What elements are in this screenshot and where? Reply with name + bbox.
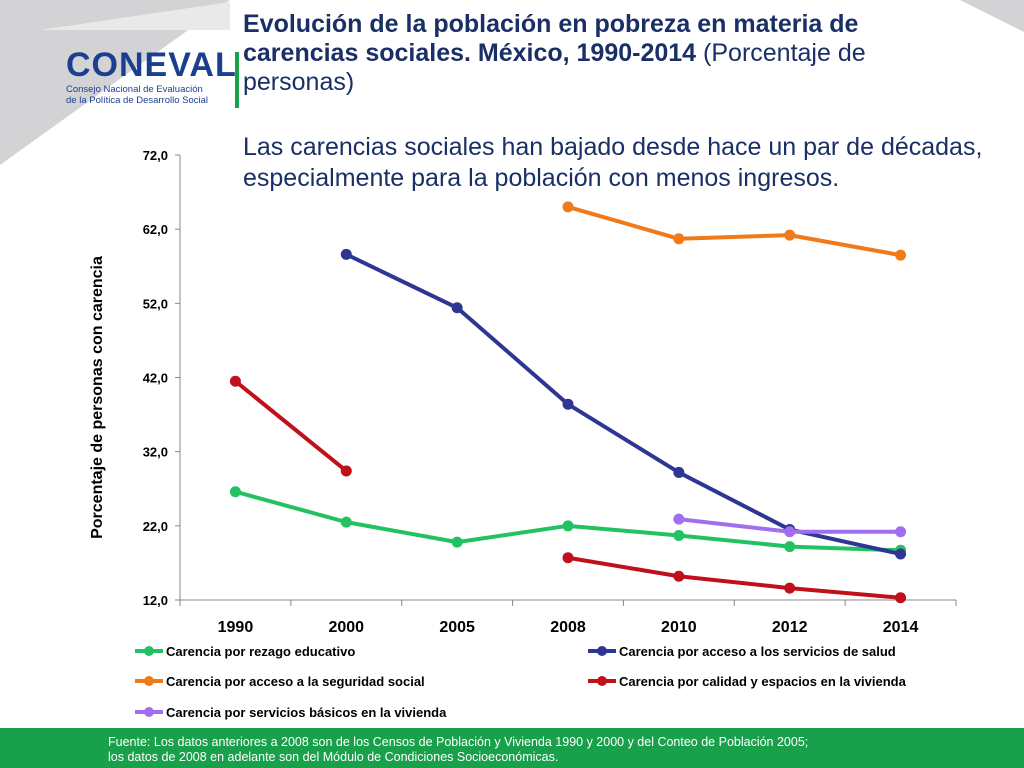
data-point xyxy=(451,302,463,314)
data-point xyxy=(340,248,352,260)
y-tick-label: 22,0 xyxy=(143,519,168,534)
y-tick-label: 12,0 xyxy=(143,593,168,608)
logo-tagline-line2: de la Política de Desarrollo Social xyxy=(66,95,209,106)
coneval-logo: CONEVAL Consejo Nacional de Evaluación d… xyxy=(66,46,237,106)
data-point xyxy=(784,229,796,241)
series-line xyxy=(567,555,901,600)
x-tick-label: 2005 xyxy=(439,619,475,636)
legend-label: Carencia por servicios básicos en la viv… xyxy=(166,705,447,720)
series-group xyxy=(673,513,907,538)
page-subtitle: Las carencias sociales han bajado desde … xyxy=(243,133,983,192)
chart-axes: 12,0 22,0 32,0 42,0 52,0 62,0 72,0 1990 2000 2005… xyxy=(89,148,957,636)
data-point xyxy=(895,249,907,261)
data-point xyxy=(784,541,796,553)
data-point xyxy=(895,548,907,560)
legend-label: Carencia por rezago educativo xyxy=(166,644,355,659)
data-point xyxy=(673,233,685,245)
y-tick-label: 32,0 xyxy=(143,445,168,460)
x-tick-label: 1990 xyxy=(218,619,254,636)
data-point xyxy=(784,582,796,594)
line-chart: 12,0 22,0 32,0 42,0 52,0 62,0 72,0 1990 2000 2005… xyxy=(89,148,957,720)
y-axis-title: Porcentaje de personas con carencia xyxy=(89,256,106,539)
legend-item: Carencia por acceso a los servicios de s… xyxy=(588,644,896,659)
data-point xyxy=(229,486,241,498)
data-point xyxy=(562,552,574,564)
data-point xyxy=(340,516,352,528)
legend-swatch-marker xyxy=(144,707,154,717)
page-title-unit: (Porcentaje de personas) xyxy=(243,39,866,96)
series-line xyxy=(345,252,902,556)
legend-label: Carencia por calidad y espacios en la vi… xyxy=(619,674,907,689)
legend-swatch-marker xyxy=(597,676,607,686)
series-line xyxy=(234,379,348,473)
data-point xyxy=(673,529,685,541)
legend-item: Carencia por calidad y espacios en la vi… xyxy=(588,674,907,689)
data-point xyxy=(562,201,574,213)
series-group xyxy=(229,375,907,604)
page-title: Evolución de la población en pobreza en … xyxy=(243,10,943,97)
data-point xyxy=(673,466,685,478)
logo-tagline-line1: Consejo Nacional de Evaluación xyxy=(66,84,203,95)
data-point xyxy=(562,398,574,410)
legend-swatch-marker xyxy=(597,646,607,656)
data-point xyxy=(673,513,685,525)
data-point xyxy=(673,570,685,582)
data-point xyxy=(562,520,574,532)
y-tick-label: 42,0 xyxy=(143,371,168,386)
legend-item: Carencia por acceso a la seguridad socia… xyxy=(135,674,425,689)
legend-item: Carencia por servicios básicos en la viv… xyxy=(135,705,447,720)
source-line-1: Fuente: Los datos anteriores a 2008 son … xyxy=(108,735,809,749)
x-tick-label: 2000 xyxy=(328,619,364,636)
x-tick-label: 2008 xyxy=(550,619,586,636)
legend-swatch-marker xyxy=(144,646,154,656)
chart-legend: Carencia por rezago educativo Carencia po… xyxy=(135,644,907,720)
legend-label: Carencia por acceso a la seguridad socia… xyxy=(166,674,425,689)
series-group xyxy=(340,248,907,560)
series-line xyxy=(567,204,901,258)
x-tick-label: 2010 xyxy=(661,619,697,636)
series-group xyxy=(562,201,907,261)
logo-wordmark: CONEVAL xyxy=(66,46,237,84)
data-point xyxy=(784,526,796,538)
series-group xyxy=(229,486,907,556)
data-point xyxy=(451,536,463,548)
legend-label: Carencia por acceso a los servicios de s… xyxy=(619,644,896,659)
y-tick-label: 62,0 xyxy=(143,222,168,237)
corner-shape-right xyxy=(960,0,1024,32)
legend-swatch-marker xyxy=(144,676,154,686)
source-line-2: los datos de 2008 en adelante son del Mó… xyxy=(108,750,559,764)
data-point xyxy=(340,465,352,477)
y-tick-label: 52,0 xyxy=(143,296,168,311)
source-footer: Fuente: Los datos anteriores a 2008 son … xyxy=(0,728,1024,768)
corner-shape-left xyxy=(0,0,230,165)
page-title-bold: Evolución de la población en pobreza en … xyxy=(243,10,859,67)
data-point xyxy=(895,592,907,604)
y-tick-label: 72,0 xyxy=(143,148,168,163)
corner-shape-left-light xyxy=(40,2,230,30)
chart-series xyxy=(229,201,907,604)
x-tick-label: 2014 xyxy=(883,619,919,636)
data-point xyxy=(229,375,241,387)
x-tick-label: 2012 xyxy=(772,619,808,636)
legend-item: Carencia por rezago educativo xyxy=(135,644,355,659)
logo-tagline: Consejo Nacional de Evaluación de la Pol… xyxy=(66,84,216,106)
data-point xyxy=(895,526,907,538)
title-accent-bar xyxy=(235,52,239,108)
source-note: Fuente: Los datos anteriores a 2008 son … xyxy=(108,735,1008,765)
